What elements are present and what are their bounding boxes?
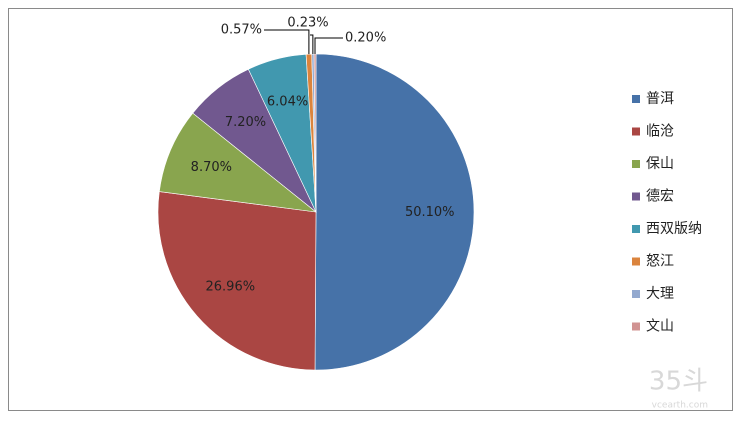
data-label: 0.23% xyxy=(287,16,328,31)
legend-swatch xyxy=(632,95,640,103)
legend-label: 临沧 xyxy=(646,123,674,140)
watermark: 35斗 xyxy=(649,367,708,397)
leader-line xyxy=(264,29,310,55)
leader-line xyxy=(314,37,343,55)
watermark-site: vcearth.com xyxy=(652,401,708,411)
legend-label: 德宏 xyxy=(646,189,674,205)
legend-swatch xyxy=(632,160,640,168)
data-label: 50.10% xyxy=(405,205,455,220)
legend-label: 普洱 xyxy=(646,91,674,107)
legend-label: 怒江 xyxy=(646,254,674,270)
data-label: 6.04% xyxy=(267,94,308,109)
legend-swatch xyxy=(632,257,640,266)
pie-slice xyxy=(313,53,317,213)
legend-label: 保山 xyxy=(646,156,674,172)
legend-swatch xyxy=(632,322,640,331)
leader-line xyxy=(310,34,314,55)
data-label: 7.20% xyxy=(225,115,266,130)
pie-slice xyxy=(314,53,475,371)
data-label: 0.57% xyxy=(221,23,262,38)
data-label: 8.70% xyxy=(191,160,232,175)
data-label: 0.20% xyxy=(345,31,386,46)
pie-slice xyxy=(157,191,317,371)
legend-label: 西双版纳 xyxy=(646,221,702,237)
data-label: 26.96% xyxy=(206,279,256,294)
legend-label: 大理 xyxy=(646,286,674,302)
legend-swatch xyxy=(632,225,640,233)
legend-swatch xyxy=(632,192,640,201)
legend-swatch xyxy=(632,127,640,136)
legend-swatch xyxy=(632,290,640,298)
legend-label: 文山 xyxy=(646,319,674,335)
pie-slice xyxy=(158,112,318,213)
